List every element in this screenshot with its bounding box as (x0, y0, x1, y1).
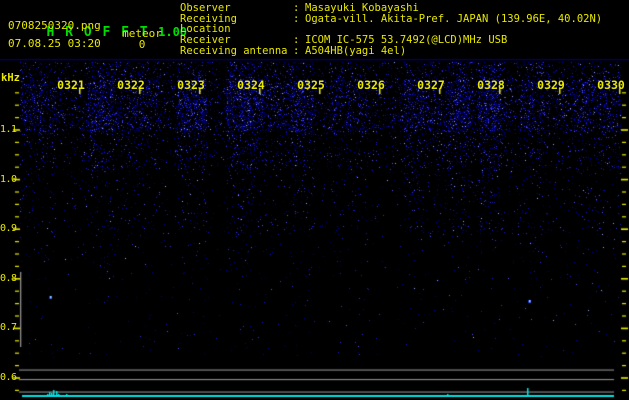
freq-label: 1.0 (0, 173, 17, 185)
app-title-row: H R O F F T 1.00 (8, 2, 188, 59)
time-label: 0330 (597, 78, 625, 92)
info-row: Observer: Masayuki Kobayashi (180, 3, 602, 14)
time-label: 0325 (297, 78, 325, 92)
time-label: 0324 (237, 78, 265, 92)
info-label: Receiving antenna (180, 44, 288, 57)
app-title: H R O F F T (46, 25, 150, 40)
time-label: 0328 (477, 78, 505, 92)
info-row: Receiving antenna: A504HB(yagi 4el) (180, 46, 602, 57)
time-label: 0323 (177, 78, 205, 92)
info-label: Observer (180, 2, 231, 14)
info-value: A504HB(yagi 4el) (305, 44, 407, 57)
info-colon: : (293, 2, 300, 14)
time-label: 0329 (537, 78, 565, 92)
info-label: Receiving Location (180, 12, 237, 36)
freq-label: 0.9 (0, 223, 17, 235)
meteor-count-label: meteor (122, 27, 162, 40)
info-row: Receiving Location: Ogata-vill. Akita-Pre… (180, 12, 603, 36)
info-colon: : (293, 44, 300, 57)
time-label: 0321 (57, 78, 85, 92)
freq-label: 0.6 (0, 372, 17, 383)
info-colon: : (293, 12, 300, 25)
datetime-stamp: 07.08.25 03:20 (8, 37, 101, 50)
app-version: 1.00 (158, 25, 188, 39)
info-label: Receiver (180, 34, 231, 47)
meteor-count-value: 0 (138, 38, 146, 51)
info-value: ICOM IC-575 53.7492(@LCD)MHz USB (305, 34, 508, 47)
info-colon: : (293, 34, 300, 47)
time-label: 0327 (417, 78, 445, 92)
output-filename: 0708250320.png (8, 19, 101, 32)
freq-label: 0.7 (0, 322, 17, 334)
freq-axis-unit: kHz (1, 72, 20, 84)
info-value: Ogata-vill. Akita-Pref. JAPAN (139.96E, … (305, 12, 603, 25)
info-row: Receiver: ICOM IC-575 53.7492(@LCD)MHz US… (180, 35, 602, 46)
freq-label: 0.8 (0, 272, 17, 284)
info-value: Masayuki Kobayashi (305, 2, 419, 14)
time-label: 0322 (117, 78, 145, 92)
receiver-info-block: Observer: Masayuki Kobayashi Receiving Lo… (180, 3, 602, 57)
freq-label: 1.1 (0, 124, 17, 135)
time-label: 0326 (357, 78, 385, 92)
